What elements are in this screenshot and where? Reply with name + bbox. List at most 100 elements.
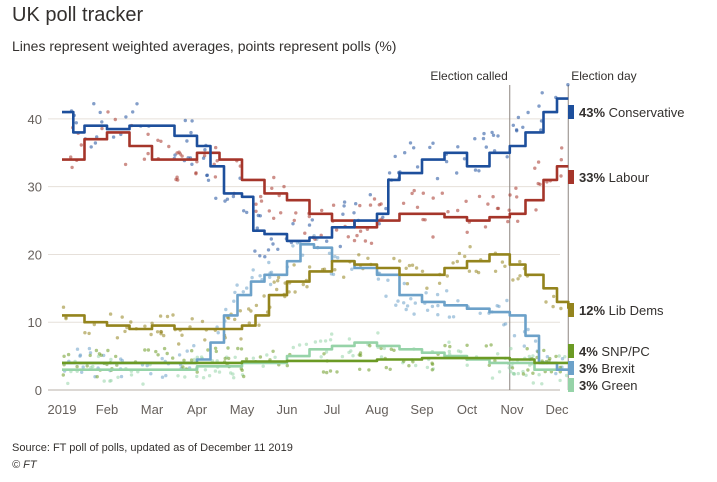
poll-point-labour [303,231,307,235]
legend-label-green: 3% Green [579,378,638,393]
poll-point-conservative [477,169,481,173]
poll-point-labour [215,159,219,163]
poll-point-green [531,354,535,358]
poll-point-conservative [214,196,218,200]
poll-point-lib-dems [425,286,429,290]
poll-point-green [509,370,513,374]
poll-point-snp-pc [62,354,66,358]
poll-point-lib-dems [437,281,442,285]
poll-point-snp-pc [156,353,160,357]
poll-point-brexit [224,307,228,312]
poll-point-brexit [75,347,80,351]
poll-point-snp-pc [115,363,119,367]
poll-point-conservative [490,130,494,135]
poll-point-labour [69,155,73,159]
x-tick-label: Jun [277,402,298,417]
poll-point-lib-dems [159,332,163,336]
poll-point-brexit [384,294,388,298]
poll-point-snp-pc [171,356,175,360]
poll-point-brexit [376,277,381,281]
poll-point-snp-pc [190,349,194,353]
poll-point-conservative [537,104,541,108]
poll-point-snp-pc [335,370,339,374]
poll-point-brexit [216,331,220,335]
poll-point-conservative [456,145,460,149]
poll-point-brexit [554,371,558,376]
poll-point-labour [146,132,150,136]
poll-point-snp-pc [114,354,118,359]
poll-point-snp-pc [547,358,551,363]
poll-point-snp-pc [321,370,326,374]
poll-point-snp-pc [258,355,263,359]
poll-point-lib-dems [61,305,66,309]
poll-point-brexit [560,357,565,361]
poll-point-snp-pc [154,349,158,354]
poll-point-snp-pc [85,364,89,368]
poll-point-lib-dems [155,330,160,334]
poll-point-conservative [95,135,99,139]
poll-point-conservative [189,130,193,135]
series-line-brexit [62,243,569,371]
poll-point-brexit [350,267,354,271]
poll-point-labour [363,239,368,243]
poll-point-conservative [540,91,544,95]
poll-point-green [490,376,495,380]
poll-point-lib-dems [410,263,415,267]
poll-point-lib-dems [467,269,472,273]
poll-point-lib-dems [129,320,133,324]
poll-point-snp-pc [165,351,169,356]
poll-point-snp-pc [285,363,289,368]
poll-point-labour [477,194,482,199]
series-line-green [62,341,569,371]
poll-point-brexit [430,304,435,309]
poll-point-brexit [533,339,538,343]
x-tick-label: Apr [187,402,208,417]
poll-point-lib-dems [455,259,459,264]
poll-point-labour [279,211,283,215]
poll-point-snp-pc [493,359,497,363]
poll-point-brexit [412,312,416,316]
poll-point-labour [506,219,510,224]
poll-point-labour [508,193,512,197]
poll-point-snp-pc [542,348,546,353]
poll-point-lib-dems [238,309,242,313]
poll-point-green [109,357,113,362]
poll-point-snp-pc [239,347,244,351]
poll-point-lib-dems [451,261,455,265]
poll-point-labour [272,216,276,220]
poll-point-conservative [225,197,230,201]
poll-point-lib-dems [87,331,91,336]
poll-point-brexit [413,301,417,305]
poll-point-snp-pc [325,370,329,375]
poll-point-labour [465,230,469,234]
poll-point-labour [319,233,323,237]
y-tick-label: 30 [28,180,42,195]
poll-point-green [318,339,323,343]
poll-point-brexit [160,375,165,379]
poll-point-green [265,353,269,357]
poll-point-snp-pc [448,344,452,349]
poll-point-green [192,357,197,362]
poll-point-labour [368,203,373,207]
poll-point-lib-dems [257,323,261,327]
poll-point-labour [431,196,435,200]
poll-point-green [564,373,569,378]
poll-point-labour [194,172,198,176]
poll-point-conservative [381,215,385,219]
poll-point-lib-dems [275,287,279,292]
poll-point-brexit [522,344,526,348]
poll-point-brexit [336,256,340,260]
poll-point-labour [507,208,511,212]
poll-point-brexit [451,315,456,319]
poll-point-labour [514,186,518,190]
poll-point-lib-dems [301,282,305,287]
poll-point-labour [113,117,118,122]
poll-point-brexit [251,268,255,272]
poll-point-lib-dems [463,254,467,259]
poll-point-green [319,355,323,359]
poll-point-brexit [505,298,509,303]
poll-point-green [447,340,451,344]
poll-point-green [347,337,352,341]
legend-swatch [568,378,574,392]
poll-point-green [291,345,295,350]
